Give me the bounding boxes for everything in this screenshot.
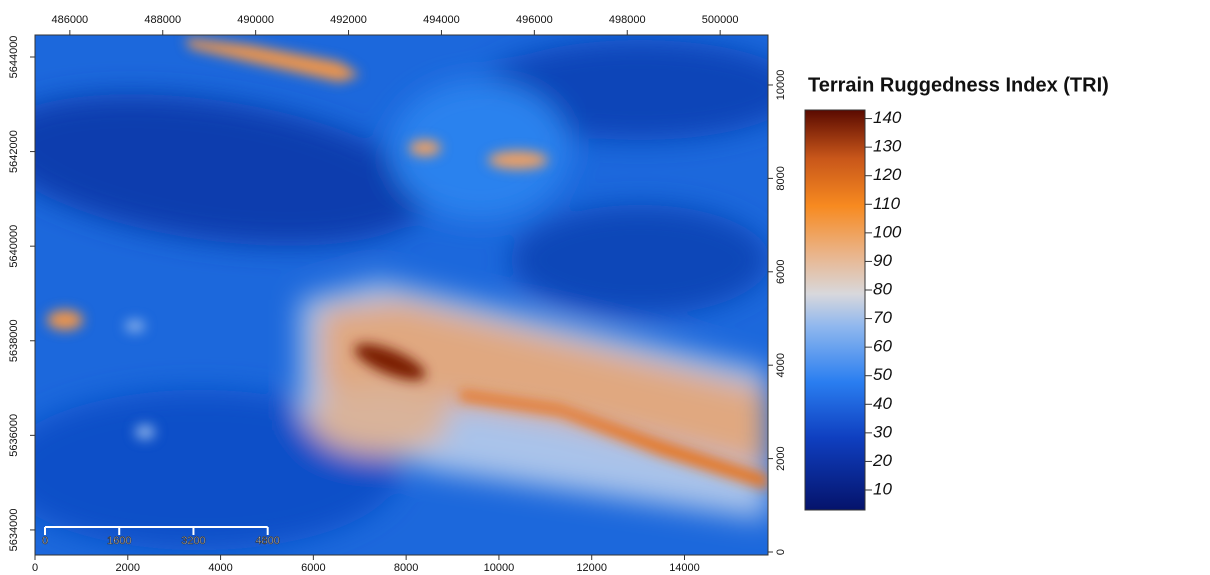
- colorbar-label: 20: [872, 451, 892, 470]
- colorbar-label: 100: [873, 222, 902, 241]
- colorbar: [804, 109, 866, 511]
- legend-title: Terrain Ruggedness Index (TRI): [808, 74, 1109, 96]
- colorbar-label: 110: [873, 194, 901, 213]
- left-tick-label: 5638000: [8, 319, 20, 362]
- colorbar-label: 90: [873, 251, 892, 270]
- left-tick-label: 5634000: [8, 509, 20, 552]
- right-tick-label: 8000: [775, 166, 787, 190]
- scale-label: 4800: [255, 535, 279, 547]
- bottom-tick-label: 0: [32, 562, 38, 574]
- top-tick-label: 492000: [330, 14, 367, 26]
- colorbar-label: 40: [873, 394, 892, 413]
- raster: [35, 35, 768, 555]
- bottom-tick-label: 14000: [669, 562, 700, 574]
- bottom-tick-label: 12000: [576, 562, 607, 574]
- right-tick-label: 2000: [775, 446, 787, 470]
- bottom-tick-label: 10000: [484, 562, 515, 574]
- top-tick-label: 488000: [144, 14, 181, 26]
- colorbar-label: 80: [873, 279, 892, 298]
- colorbar-label: 50: [873, 365, 892, 384]
- right-tick-label: 6000: [775, 260, 787, 284]
- scale-label: 3200: [181, 535, 205, 547]
- right-tick-label: 0: [775, 549, 787, 555]
- bottom-tick-label: 2000: [116, 562, 140, 574]
- top-tick-label: 498000: [609, 14, 646, 26]
- top-tick-label: 496000: [516, 14, 553, 26]
- colorbar-label: 10: [873, 479, 892, 498]
- left-tick-label: 5642000: [8, 130, 20, 173]
- top-tick-label: 490000: [237, 14, 274, 26]
- bottom-tick-label: 8000: [394, 562, 418, 574]
- top-tick-label: 486000: [51, 14, 88, 26]
- top-tick-label: 500000: [702, 14, 739, 26]
- right-tick-label: 10000: [775, 70, 787, 101]
- left-tick-label: 5636000: [8, 414, 20, 457]
- colorbar-label: 120: [873, 165, 902, 184]
- bottom-tick-label: 6000: [301, 562, 325, 574]
- left-tick-label: 5644000: [8, 36, 20, 79]
- top-tick-label: 494000: [423, 14, 460, 26]
- scale-label: 0: [42, 535, 48, 547]
- colorbar-label: 140: [873, 108, 902, 127]
- bottom-tick-label: 4000: [208, 562, 232, 574]
- colorbar-label: 70: [873, 308, 892, 327]
- map-frame: [34, 34, 769, 556]
- right-tick-label: 4000: [775, 353, 787, 377]
- scale-label: 1600: [107, 535, 131, 547]
- colorbar-label: 130: [873, 137, 902, 156]
- colorbar-label: 30: [873, 422, 892, 441]
- colorbar-label: 60: [873, 337, 892, 356]
- left-tick-label: 5640000: [8, 225, 20, 268]
